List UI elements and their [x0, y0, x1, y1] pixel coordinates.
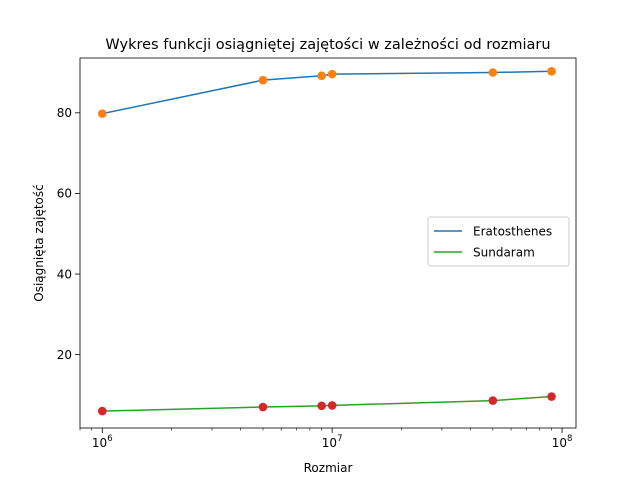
y-tick-label: 40 [57, 267, 72, 281]
data-point-eratosthenes [97, 109, 107, 118]
data-point-eratosthenes [317, 71, 326, 81]
y-axis-label: Osiągnięta zajętość [32, 184, 46, 301]
data-point-sundaram [327, 401, 337, 410]
legend-label: Sundaram [473, 245, 535, 259]
series-line-sundaram [102, 395, 552, 412]
data-point-sundaram [317, 401, 326, 411]
data-point-sundaram [547, 392, 556, 401]
data-point-eratosthenes [547, 67, 556, 76]
data-point-sundaram [97, 406, 107, 416]
plot-area [97, 67, 556, 416]
data-point-eratosthenes [327, 69, 337, 79]
data-point-eratosthenes [488, 68, 498, 77]
data-point-sundaram [488, 396, 498, 405]
y-tick-label: 20 [57, 348, 72, 362]
y-tick-label: 80 [57, 106, 72, 120]
series-line-eratosthenes [102, 70, 552, 115]
y-tick-label: 60 [57, 187, 72, 201]
x-tick-label: 108 [552, 434, 573, 450]
legend-box [427, 216, 570, 267]
legend-label: Eratosthenes [473, 224, 552, 238]
axes: 106 107 108 20 40 60 80 [57, 57, 577, 450]
axes-frame [79, 57, 577, 429]
x-axis-label: Rozmiar [304, 461, 353, 475]
legend: Eratosthenes Sundaram [427, 216, 570, 267]
data-point-sundaram [258, 402, 268, 412]
x-tick-label: 107 [322, 434, 343, 450]
x-tick-label: 106 [92, 434, 113, 450]
data-point-eratosthenes [258, 75, 268, 85]
chart-title: Wykres funkcji osiągniętej zajętości w z… [105, 37, 550, 53]
